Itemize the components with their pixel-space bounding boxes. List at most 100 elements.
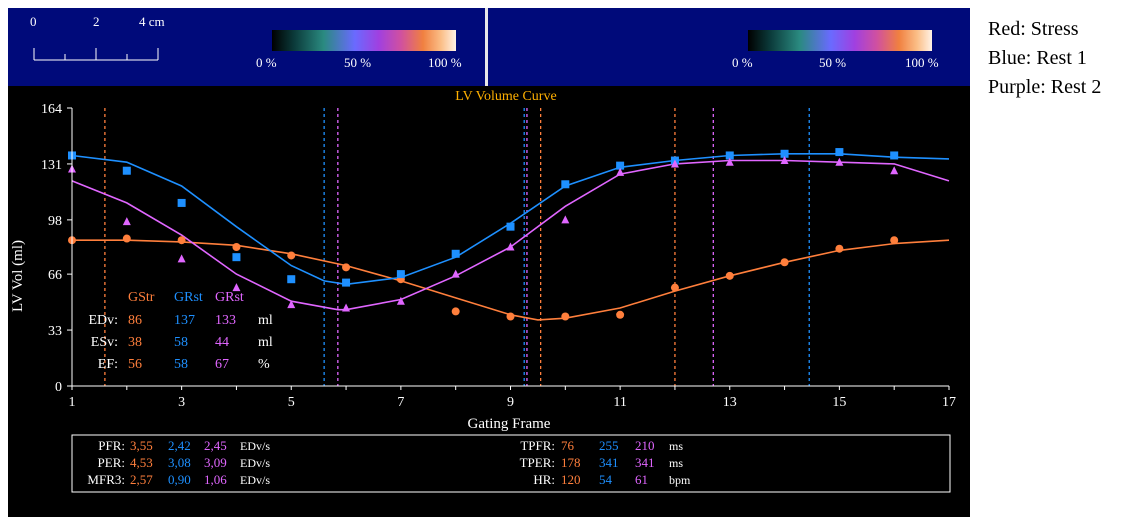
point-0-4 — [287, 251, 296, 260]
rates-left-value-0-2: 2,45 — [204, 438, 227, 453]
rates-left-value-1-1: 3,08 — [168, 455, 191, 470]
point-1-15 — [890, 151, 899, 160]
point-2-3 — [232, 283, 241, 292]
point-2-14 — [835, 157, 844, 166]
stats-row-label-0: EDv: — [88, 313, 118, 328]
top-panel: 0 2 4 cm 0 % 50 % 100 % 0 % 50 % 100 % — [8, 8, 970, 86]
rates-left-value-0-1: 2,42 — [168, 438, 191, 453]
side-legend-rest1: Blue: Rest 1 — [988, 47, 1087, 69]
rates-left-unit-0: EDv/s — [240, 439, 270, 453]
colorbar-right-label-50: 50 % — [819, 55, 847, 70]
rates-right-unit-1: ms — [669, 456, 683, 470]
scale-label-2: 2 — [93, 14, 100, 29]
y-tick-label-5: 164 — [41, 102, 62, 117]
colorbar-left-label-100: 100 % — [428, 55, 462, 70]
fit-curve-2 — [71, 159, 950, 311]
rates-right-unit-2: bpm — [669, 473, 691, 487]
point-1-6 — [396, 270, 405, 279]
point-0-3 — [232, 243, 241, 251]
rates-left-label-1: PER: — [98, 455, 125, 470]
point-2-13 — [780, 156, 789, 165]
rates-left-value-2-0: 2,57 — [130, 472, 153, 487]
stats-value-2-1: 58 — [174, 357, 188, 372]
point-2-15 — [890, 166, 899, 175]
point-0-8 — [506, 312, 515, 321]
y-tick-label-1: 33 — [48, 324, 62, 339]
stats-row-label-2: EF: — [98, 357, 118, 372]
stats-value-2-0: 56 — [128, 357, 142, 372]
rates-right-value-1-0: 178 — [561, 455, 581, 470]
point-1-2 — [177, 198, 186, 207]
y-axis-label: LV Vol (ml) — [10, 240, 26, 312]
rates-right-value-2-1: 54 — [599, 472, 613, 487]
rates-box — [71, 434, 951, 493]
point-0-13 — [780, 258, 789, 267]
point-2-10 — [616, 167, 625, 176]
scale-bar — [33, 48, 159, 61]
point-1-13 — [780, 149, 789, 158]
rates-left-value-2-1: 0,90 — [168, 472, 191, 487]
point-2-12 — [725, 157, 734, 166]
x-tick-label-8: 17 — [942, 395, 956, 410]
stats-value-1-0: 38 — [128, 335, 142, 350]
rates-right-value-1-2: 341 — [635, 455, 655, 470]
rates-right-value-0-0: 76 — [561, 438, 575, 453]
point-2-1 — [122, 217, 131, 226]
rates-right-value-0-1: 255 — [599, 438, 619, 453]
stats-header-0: GStr — [128, 290, 155, 305]
x-tick-label-6: 13 — [723, 395, 737, 410]
colorbar-left-label-0: 0 % — [256, 55, 277, 70]
x-axis-label: Gating Frame — [468, 416, 551, 432]
rates-left-value-1-2: 3,09 — [204, 455, 227, 470]
point-0-11 — [670, 283, 679, 292]
colorbar-left — [272, 30, 456, 51]
x-tick-label-4: 9 — [507, 395, 514, 410]
point-0-1 — [122, 234, 131, 243]
point-2-8 — [506, 242, 515, 251]
point-1-4 — [287, 275, 296, 284]
point-0-5 — [342, 263, 351, 272]
point-1-1 — [122, 166, 131, 175]
rates-right-label-0: TPFR: — [520, 438, 555, 453]
y-tick-label-4: 131 — [41, 158, 62, 173]
point-0-12 — [725, 271, 734, 280]
colorbar-right-label-100: 100 % — [905, 55, 939, 70]
colorbar-left-label-50: 50 % — [344, 55, 372, 70]
stats-header-1: GRst — [174, 290, 203, 305]
point-1-5 — [342, 278, 351, 287]
side-legend-rest2: Purple: Rest 2 — [988, 76, 1102, 98]
fit-curve-1 — [71, 153, 950, 286]
rates-left-label-0: PFR: — [98, 438, 125, 453]
point-2-11 — [670, 159, 679, 168]
point-0-14 — [835, 244, 844, 253]
colorbar-right-label-0: 0 % — [732, 55, 753, 70]
stats-value-1-2: 44 — [215, 335, 229, 350]
point-0-2 — [177, 236, 186, 245]
stats-value-0-1: 137 — [174, 313, 195, 328]
stats-value-0-2: 133 — [215, 313, 236, 328]
stats-header-2: GRst — [215, 290, 244, 305]
stats-row-label-1: ESv: — [91, 335, 118, 350]
rates-left-value-0-0: 3,55 — [130, 438, 153, 453]
stats-unit-0: ml — [258, 313, 273, 328]
stats-value-2-2: 67 — [215, 357, 229, 372]
rates-right-value-1-1: 341 — [599, 455, 619, 470]
point-1-7 — [451, 249, 460, 258]
colorbar-right — [748, 30, 932, 51]
point-1-10 — [616, 161, 625, 170]
scale-label-0: 0 — [30, 14, 37, 29]
chart-title: LV Volume Curve — [455, 89, 556, 104]
panel-divider — [485, 8, 488, 86]
y-tick-label-2: 66 — [48, 268, 62, 283]
x-tick-label-5: 11 — [613, 395, 626, 410]
point-2-2 — [177, 254, 186, 263]
point-1-9 — [561, 180, 570, 189]
x-tick-label-2: 5 — [288, 395, 295, 410]
rates-left-value-1-0: 4,53 — [130, 455, 153, 470]
rates-right-label-2: HR: — [533, 472, 555, 487]
point-1-3 — [232, 253, 241, 262]
x-tick-label-3: 7 — [397, 395, 404, 410]
scale-label-4cm: 4 cm — [139, 14, 165, 29]
rates-right-unit-0: ms — [669, 439, 683, 453]
stats-value-1-1: 58 — [174, 335, 188, 350]
